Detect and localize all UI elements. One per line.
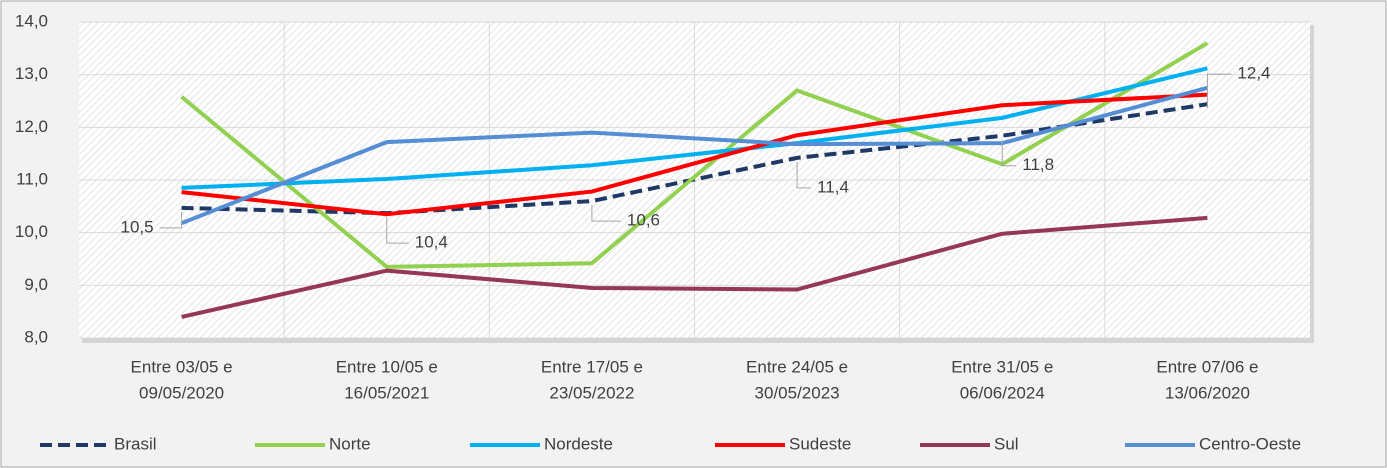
data-label: 12,4 xyxy=(1237,64,1270,83)
y-tick-label: 14,0 xyxy=(15,11,48,30)
y-tick-label: 9,0 xyxy=(24,275,48,294)
x-tick-label: 09/05/2020 xyxy=(139,383,224,402)
y-tick-label: 12,0 xyxy=(15,117,48,136)
data-label: 10,4 xyxy=(415,233,448,252)
x-tick-label: Entre 03/05 e xyxy=(131,357,233,376)
legend-label: Nordeste xyxy=(544,434,613,453)
x-tick-label: Entre 07/06 e xyxy=(1156,357,1258,376)
leader-line xyxy=(591,205,621,222)
data-label: 11,4 xyxy=(817,177,849,196)
x-tick-label: 30/05/2023 xyxy=(755,383,840,402)
x-tick-label: Entre 31/05 e xyxy=(951,357,1053,376)
data-label: 10,5 xyxy=(120,217,153,236)
y-tick-label: 13,0 xyxy=(15,64,48,83)
leader-line xyxy=(796,161,812,189)
series-line xyxy=(180,85,1208,226)
y-tick-label: 11,0 xyxy=(16,169,48,188)
data-label: 11,8 xyxy=(1022,155,1054,174)
series-line xyxy=(181,66,1208,190)
x-tick-label: 23/05/2022 xyxy=(549,383,634,402)
leader-line xyxy=(1001,139,1017,167)
data-label: 10,6 xyxy=(627,211,660,230)
legend-label: Centro-Oeste xyxy=(1199,434,1301,453)
x-tick-label: Entre 17/05 e xyxy=(541,357,643,376)
legend-label: Brasil xyxy=(114,434,157,453)
leader-line xyxy=(159,211,183,229)
x-tick-label: 06/06/2024 xyxy=(960,383,1045,402)
leader-line xyxy=(1206,73,1232,109)
series-line xyxy=(180,41,1209,269)
x-tick-label: Entre 24/05 e xyxy=(746,357,848,376)
series-line xyxy=(181,215,1208,319)
x-tick-label: Entre 10/05 e xyxy=(336,357,438,376)
y-tick-label: 8,0 xyxy=(24,327,48,346)
y-tick-label: 10,0 xyxy=(15,222,48,241)
leader-line xyxy=(386,217,409,244)
series-line xyxy=(181,92,1208,217)
legend-label: Sudeste xyxy=(789,434,851,453)
x-tick-label: 13/06/2020 xyxy=(1165,383,1250,402)
legend-label: Norte xyxy=(329,434,371,453)
x-tick-label: 16/05/2021 xyxy=(344,383,429,402)
legend-label: Sul xyxy=(994,434,1019,453)
